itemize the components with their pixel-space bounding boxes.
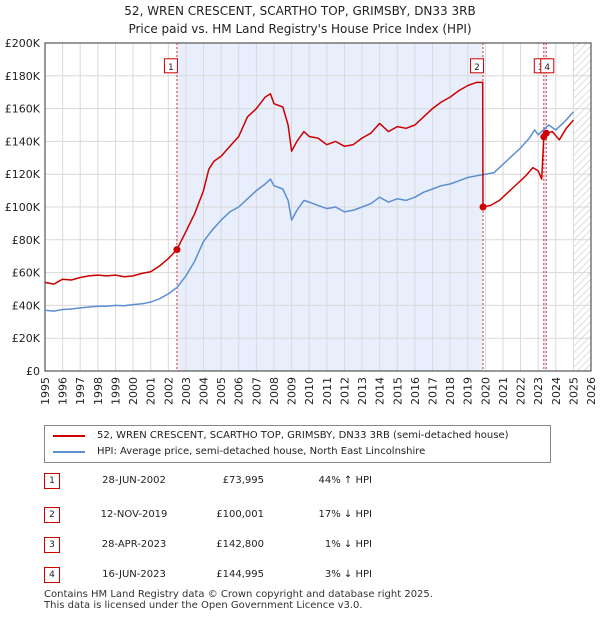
transaction-number-badge: 1 bbox=[44, 473, 60, 489]
table-row: 1 28-JUN-2002 £73,995 44% ↑ HPI bbox=[44, 473, 564, 489]
sale-point bbox=[542, 129, 550, 137]
sale-point bbox=[479, 203, 487, 211]
legend-label-property: 52, WREN CRESCENT, SCARTHO TOP, GRIMSBY,… bbox=[97, 430, 509, 441]
x-tick-label: 2014 bbox=[374, 377, 387, 405]
sale-point bbox=[173, 246, 181, 254]
y-tick-label: £200K bbox=[5, 37, 41, 50]
x-tick-label: 2018 bbox=[444, 377, 457, 405]
plot-frame bbox=[44, 42, 592, 372]
x-tick-label: 2024 bbox=[550, 377, 563, 405]
transaction-hpi-delta: 44% ↑ HPI bbox=[318, 475, 372, 486]
transaction-number-badge: 3 bbox=[44, 537, 60, 553]
x-tick-label: 2006 bbox=[233, 377, 246, 405]
sale-number-label: 4 bbox=[544, 63, 550, 73]
y-tick-label: £160K bbox=[5, 103, 41, 116]
x-tick-label: 2021 bbox=[497, 377, 510, 405]
transaction-number-badge: 2 bbox=[44, 507, 60, 523]
legend-swatch-property bbox=[53, 435, 85, 437]
transaction-price: £73,995 bbox=[222, 475, 264, 486]
footer-copyright: Contains HM Land Registry data © Crown c… bbox=[44, 589, 433, 600]
x-tick-label: 2019 bbox=[462, 377, 475, 405]
y-tick-label: £80K bbox=[12, 234, 41, 247]
x-tick-label: 2020 bbox=[479, 377, 492, 405]
series-line bbox=[44, 111, 574, 312]
y-tick-label: £100K bbox=[5, 201, 41, 214]
series-line bbox=[44, 81, 574, 285]
x-tick-label: 2025 bbox=[567, 377, 580, 405]
sale-number-label: 2 bbox=[474, 63, 480, 73]
x-tick-label: 2011 bbox=[321, 377, 334, 405]
transaction-price: £144,995 bbox=[216, 569, 264, 580]
x-tick-label: 2026 bbox=[585, 377, 598, 405]
y-tick-label: £120K bbox=[5, 168, 41, 181]
chart-title: 52, WREN CRESCENT, SCARTHO TOP, GRIMSBY,… bbox=[124, 4, 476, 18]
legend-item-property: 52, WREN CRESCENT, SCARTHO TOP, GRIMSBY,… bbox=[53, 428, 509, 444]
x-tick-label: 2000 bbox=[127, 377, 140, 405]
x-tick-label: 2010 bbox=[303, 377, 316, 405]
legend-item-hpi: HPI: Average price, semi-detached house,… bbox=[53, 444, 425, 460]
x-tick-label: 2007 bbox=[250, 377, 263, 405]
x-tick-label: 1998 bbox=[92, 377, 105, 405]
x-tick-label: 2013 bbox=[356, 377, 369, 405]
sale-number-box bbox=[163, 58, 178, 74]
price-chart: £0 £20K £40K £60K £80K £100K £120K £140K £160K £1… bbox=[5, 37, 598, 405]
x-tick-label: 2009 bbox=[286, 377, 299, 405]
x-tick-label: 2003 bbox=[180, 377, 193, 405]
table-row: 3 28-APR-2023 £142,800 1% ↓ HPI bbox=[44, 537, 564, 553]
x-tick-label: 1995 bbox=[39, 377, 52, 405]
x-tick-label: 1996 bbox=[57, 377, 70, 405]
table-row: 2 12-NOV-2019 £100,001 17% ↓ HPI bbox=[44, 507, 564, 523]
sale-number-box bbox=[470, 58, 485, 74]
x-tick-label: 2012 bbox=[338, 377, 351, 405]
x-tick-label: 2001 bbox=[145, 377, 158, 405]
legend-swatch-hpi bbox=[53, 451, 85, 453]
y-tick-label: £180K bbox=[5, 70, 41, 83]
transaction-number-badge: 4 bbox=[44, 567, 60, 583]
transaction-date: 16-JUN-2023 bbox=[102, 569, 166, 580]
table-row: 4 16-JUN-2023 £144,995 3% ↓ HPI bbox=[44, 567, 564, 583]
footer-licence: This data is licensed under the Open Gov… bbox=[44, 600, 363, 611]
transaction-price: £142,800 bbox=[216, 539, 264, 550]
transaction-date: 12-NOV-2019 bbox=[100, 509, 168, 520]
legend-label-hpi: HPI: Average price, semi-detached house,… bbox=[97, 446, 426, 457]
transaction-date: 28-JUN-2002 bbox=[102, 475, 166, 486]
x-tick-label: 2016 bbox=[409, 377, 422, 405]
x-tick-label: 2017 bbox=[426, 377, 439, 405]
sale-number-label: 1 bbox=[168, 63, 174, 73]
x-tick-label: 2004 bbox=[198, 377, 211, 405]
y-tick-label: £60K bbox=[12, 267, 41, 280]
x-tick-label: 2008 bbox=[268, 377, 281, 405]
transaction-price: £100,001 bbox=[216, 509, 264, 520]
transaction-hpi-delta: 17% ↓ HPI bbox=[318, 509, 372, 520]
x-tick-label: 1997 bbox=[74, 377, 87, 405]
y-tick-label: £20K bbox=[12, 332, 41, 345]
x-tick-label: 2023 bbox=[532, 377, 545, 405]
x-tick-label: 2015 bbox=[391, 377, 404, 405]
x-tick-label: 2022 bbox=[515, 377, 528, 405]
transaction-date: 28-APR-2023 bbox=[101, 539, 167, 550]
legend: 52, WREN CRESCENT, SCARTHO TOP, GRIMSBY,… bbox=[44, 425, 551, 463]
footer: Contains HM Land Registry data © Crown c… bbox=[44, 589, 433, 611]
sale-number-box bbox=[540, 58, 555, 74]
x-tick-label: 2005 bbox=[215, 377, 228, 405]
transaction-hpi-delta: 1% ↓ HPI bbox=[324, 539, 372, 550]
x-tick-label: 2002 bbox=[162, 377, 175, 405]
chart-subtitle: Price paid vs. HM Land Registry's House … bbox=[128, 22, 472, 36]
x-tick-label: 1999 bbox=[109, 377, 122, 405]
y-tick-label: £0 bbox=[26, 365, 40, 378]
y-tick-label: £40K bbox=[12, 299, 41, 312]
transaction-hpi-delta: 3% ↓ HPI bbox=[324, 569, 372, 580]
y-tick-label: £140K bbox=[5, 135, 41, 148]
